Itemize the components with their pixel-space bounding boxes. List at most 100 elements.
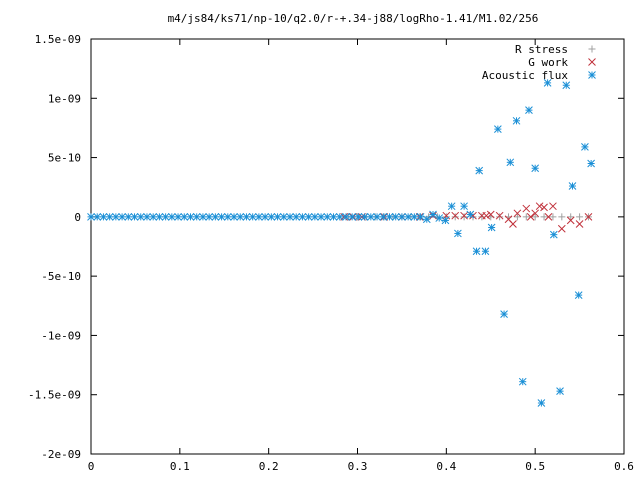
- data-point: [410, 213, 419, 221]
- data-point: [544, 213, 553, 221]
- y-tick-label: 1e-09: [48, 92, 81, 105]
- data-point: [495, 211, 504, 220]
- data-point: [242, 213, 251, 221]
- data-point: [167, 213, 176, 221]
- x-tick-label: 0.3: [348, 460, 368, 473]
- data-point: [475, 166, 484, 175]
- data-point: [584, 213, 593, 221]
- data-point: [587, 159, 595, 168]
- data-point: [329, 213, 338, 221]
- x-tick-label: 0.6: [614, 460, 634, 473]
- data-point: [223, 213, 232, 221]
- data-point: [298, 213, 307, 221]
- data-point: [451, 213, 459, 221]
- data-point: [525, 106, 533, 114]
- data-point: [255, 213, 263, 221]
- data-point: [217, 213, 226, 221]
- data-point: [354, 213, 363, 221]
- data-point: [575, 220, 584, 228]
- data-point: [192, 213, 201, 221]
- y-tick-label: -5e-10: [41, 270, 81, 283]
- data-point: [540, 213, 548, 221]
- x-tick-label: 0.1: [170, 460, 190, 473]
- legend-label: G work: [528, 56, 568, 69]
- data-point: [335, 213, 344, 221]
- data-point: [500, 310, 508, 318]
- x-tick-label: 0.2: [259, 460, 279, 473]
- data-point: [522, 204, 531, 213]
- data-point: [451, 211, 460, 220]
- data-point: [155, 213, 164, 221]
- data-point: [574, 291, 583, 299]
- y-tick-label: 0: [74, 211, 81, 224]
- data-point: [496, 213, 504, 221]
- data-point: [487, 223, 496, 232]
- data-point: [118, 213, 126, 221]
- data-point: [404, 213, 412, 221]
- chart-title: m4/js84/ks71/np-10/q2.0/r-+.34-j88/logRh…: [168, 12, 539, 25]
- data-point: [130, 213, 139, 221]
- x-tick-label: 0: [88, 460, 95, 473]
- x-axis: 0 0.1 0.2 0.3 0.4 0.5 0.6: [88, 39, 634, 473]
- data-point: [124, 213, 133, 221]
- data-point: [556, 387, 564, 396]
- data-point: [460, 213, 468, 221]
- data-point: [549, 202, 557, 211]
- data-point: [441, 216, 450, 225]
- y-tick-label: -2e-09: [41, 448, 81, 461]
- legend-marker: [588, 45, 596, 53]
- data-point: [186, 213, 195, 221]
- data-point: [279, 213, 288, 221]
- data-point: [398, 213, 406, 221]
- data-point: [379, 213, 388, 221]
- data-point: [568, 182, 577, 190]
- data-point: [460, 211, 468, 220]
- data-point: [566, 216, 575, 225]
- data-point: [416, 213, 425, 221]
- data-marks: [87, 79, 595, 407]
- data-point: [286, 213, 294, 221]
- data-point: [513, 213, 521, 221]
- data-point: [447, 202, 456, 211]
- data-point: [509, 220, 517, 228]
- data-point: [105, 213, 114, 221]
- data-point: [522, 213, 530, 221]
- legend-marker: [588, 58, 596, 66]
- data-point: [360, 213, 369, 221]
- plot-frame: [90, 38, 625, 455]
- data-point: [205, 213, 214, 221]
- data-point: [366, 213, 375, 221]
- data-point: [512, 116, 521, 125]
- y-tick-label: 1.5e-09: [35, 33, 81, 46]
- data-point: [526, 213, 535, 221]
- data-point: [391, 213, 400, 221]
- data-point: [304, 213, 313, 221]
- data-point: [513, 209, 522, 218]
- data-point: [442, 211, 451, 220]
- data-point: [466, 210, 475, 219]
- data-point: [136, 213, 145, 221]
- data-point: [143, 213, 151, 221]
- data-point: [323, 213, 332, 221]
- data-point: [311, 213, 319, 221]
- data-point: [482, 211, 491, 220]
- data-point: [211, 213, 220, 221]
- data-point: [535, 202, 544, 211]
- data-point: [267, 213, 276, 221]
- data-point: [481, 247, 490, 256]
- data-point: [149, 213, 158, 221]
- data-point: [494, 125, 502, 133]
- data-point: [87, 213, 95, 221]
- data-point: [506, 158, 515, 167]
- data-point: [174, 213, 182, 221]
- data-point: [518, 377, 527, 386]
- data-point: [486, 210, 495, 219]
- y-tick-label: -1.5e-09: [28, 389, 81, 402]
- data-point: [454, 229, 462, 238]
- data-point: [422, 215, 431, 224]
- data-point: [93, 213, 102, 221]
- legend-label: Acoustic flux: [482, 69, 568, 82]
- data-point: [429, 210, 437, 219]
- legend-label: R stress: [515, 43, 568, 56]
- data-point: [549, 230, 558, 239]
